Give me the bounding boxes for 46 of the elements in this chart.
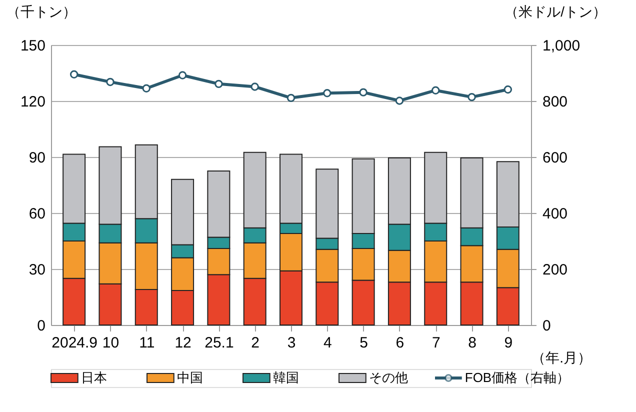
point [323, 89, 332, 98]
x-tick-label: 2024.9 [52, 334, 98, 352]
x-tick-label: 11 [139, 334, 155, 352]
legend-label: 日本 [80, 370, 107, 385]
point [504, 85, 512, 94]
legend-label: 中国 [176, 370, 203, 385]
y-tick-label: 30 [28, 262, 46, 278]
point [70, 70, 78, 78]
point [286, 94, 296, 102]
point [432, 86, 440, 94]
x-tick-label: 4 [323, 334, 332, 352]
point [106, 78, 114, 86]
y-tick-label: 60 [28, 206, 46, 222]
y2-tick-label: 600 [542, 150, 568, 166]
point [250, 82, 259, 91]
y2-tick-label: 0 [542, 318, 551, 334]
y2-tick-label: 800 [542, 94, 568, 110]
y2-tick-label: 400 [542, 206, 568, 222]
y2-tick-label: 1,000 [542, 38, 580, 54]
point [468, 92, 476, 102]
x-tick-label: 6 [396, 334, 404, 352]
legend-label: FOB価格（右軸） [464, 370, 570, 385]
x-tick-label: 5 [360, 334, 368, 352]
x-tick-label: 12 [174, 334, 192, 352]
x-tick-label: 25.1 [204, 334, 234, 352]
y-tick-label: 90 [28, 150, 46, 166]
x-tick-label: 2 [251, 334, 260, 352]
point [395, 96, 404, 105]
y2-axis-title: （米ドル/トン） [504, 4, 606, 20]
point [142, 84, 150, 92]
legend-label: 韓国 [272, 370, 299, 385]
y2-tick-label: 200 [542, 262, 568, 278]
x-tick-label: 10 [102, 334, 120, 352]
legend-label: その他 [368, 370, 408, 385]
x-tick-label: 7 [432, 334, 440, 352]
x-axis-title: （年.月） [532, 350, 592, 366]
point [359, 88, 368, 96]
x-tick-label: 3 [287, 334, 296, 352]
y-tick-label: 120 [20, 94, 46, 110]
y-tick-label: 150 [20, 38, 46, 54]
point [214, 80, 223, 88]
point [178, 71, 187, 80]
y-tick-label: 0 [37, 318, 46, 334]
y-axis-title: （千トン） [6, 4, 76, 20]
x-tick-label: 9 [504, 334, 513, 352]
x-tick-label: 8 [468, 334, 476, 352]
